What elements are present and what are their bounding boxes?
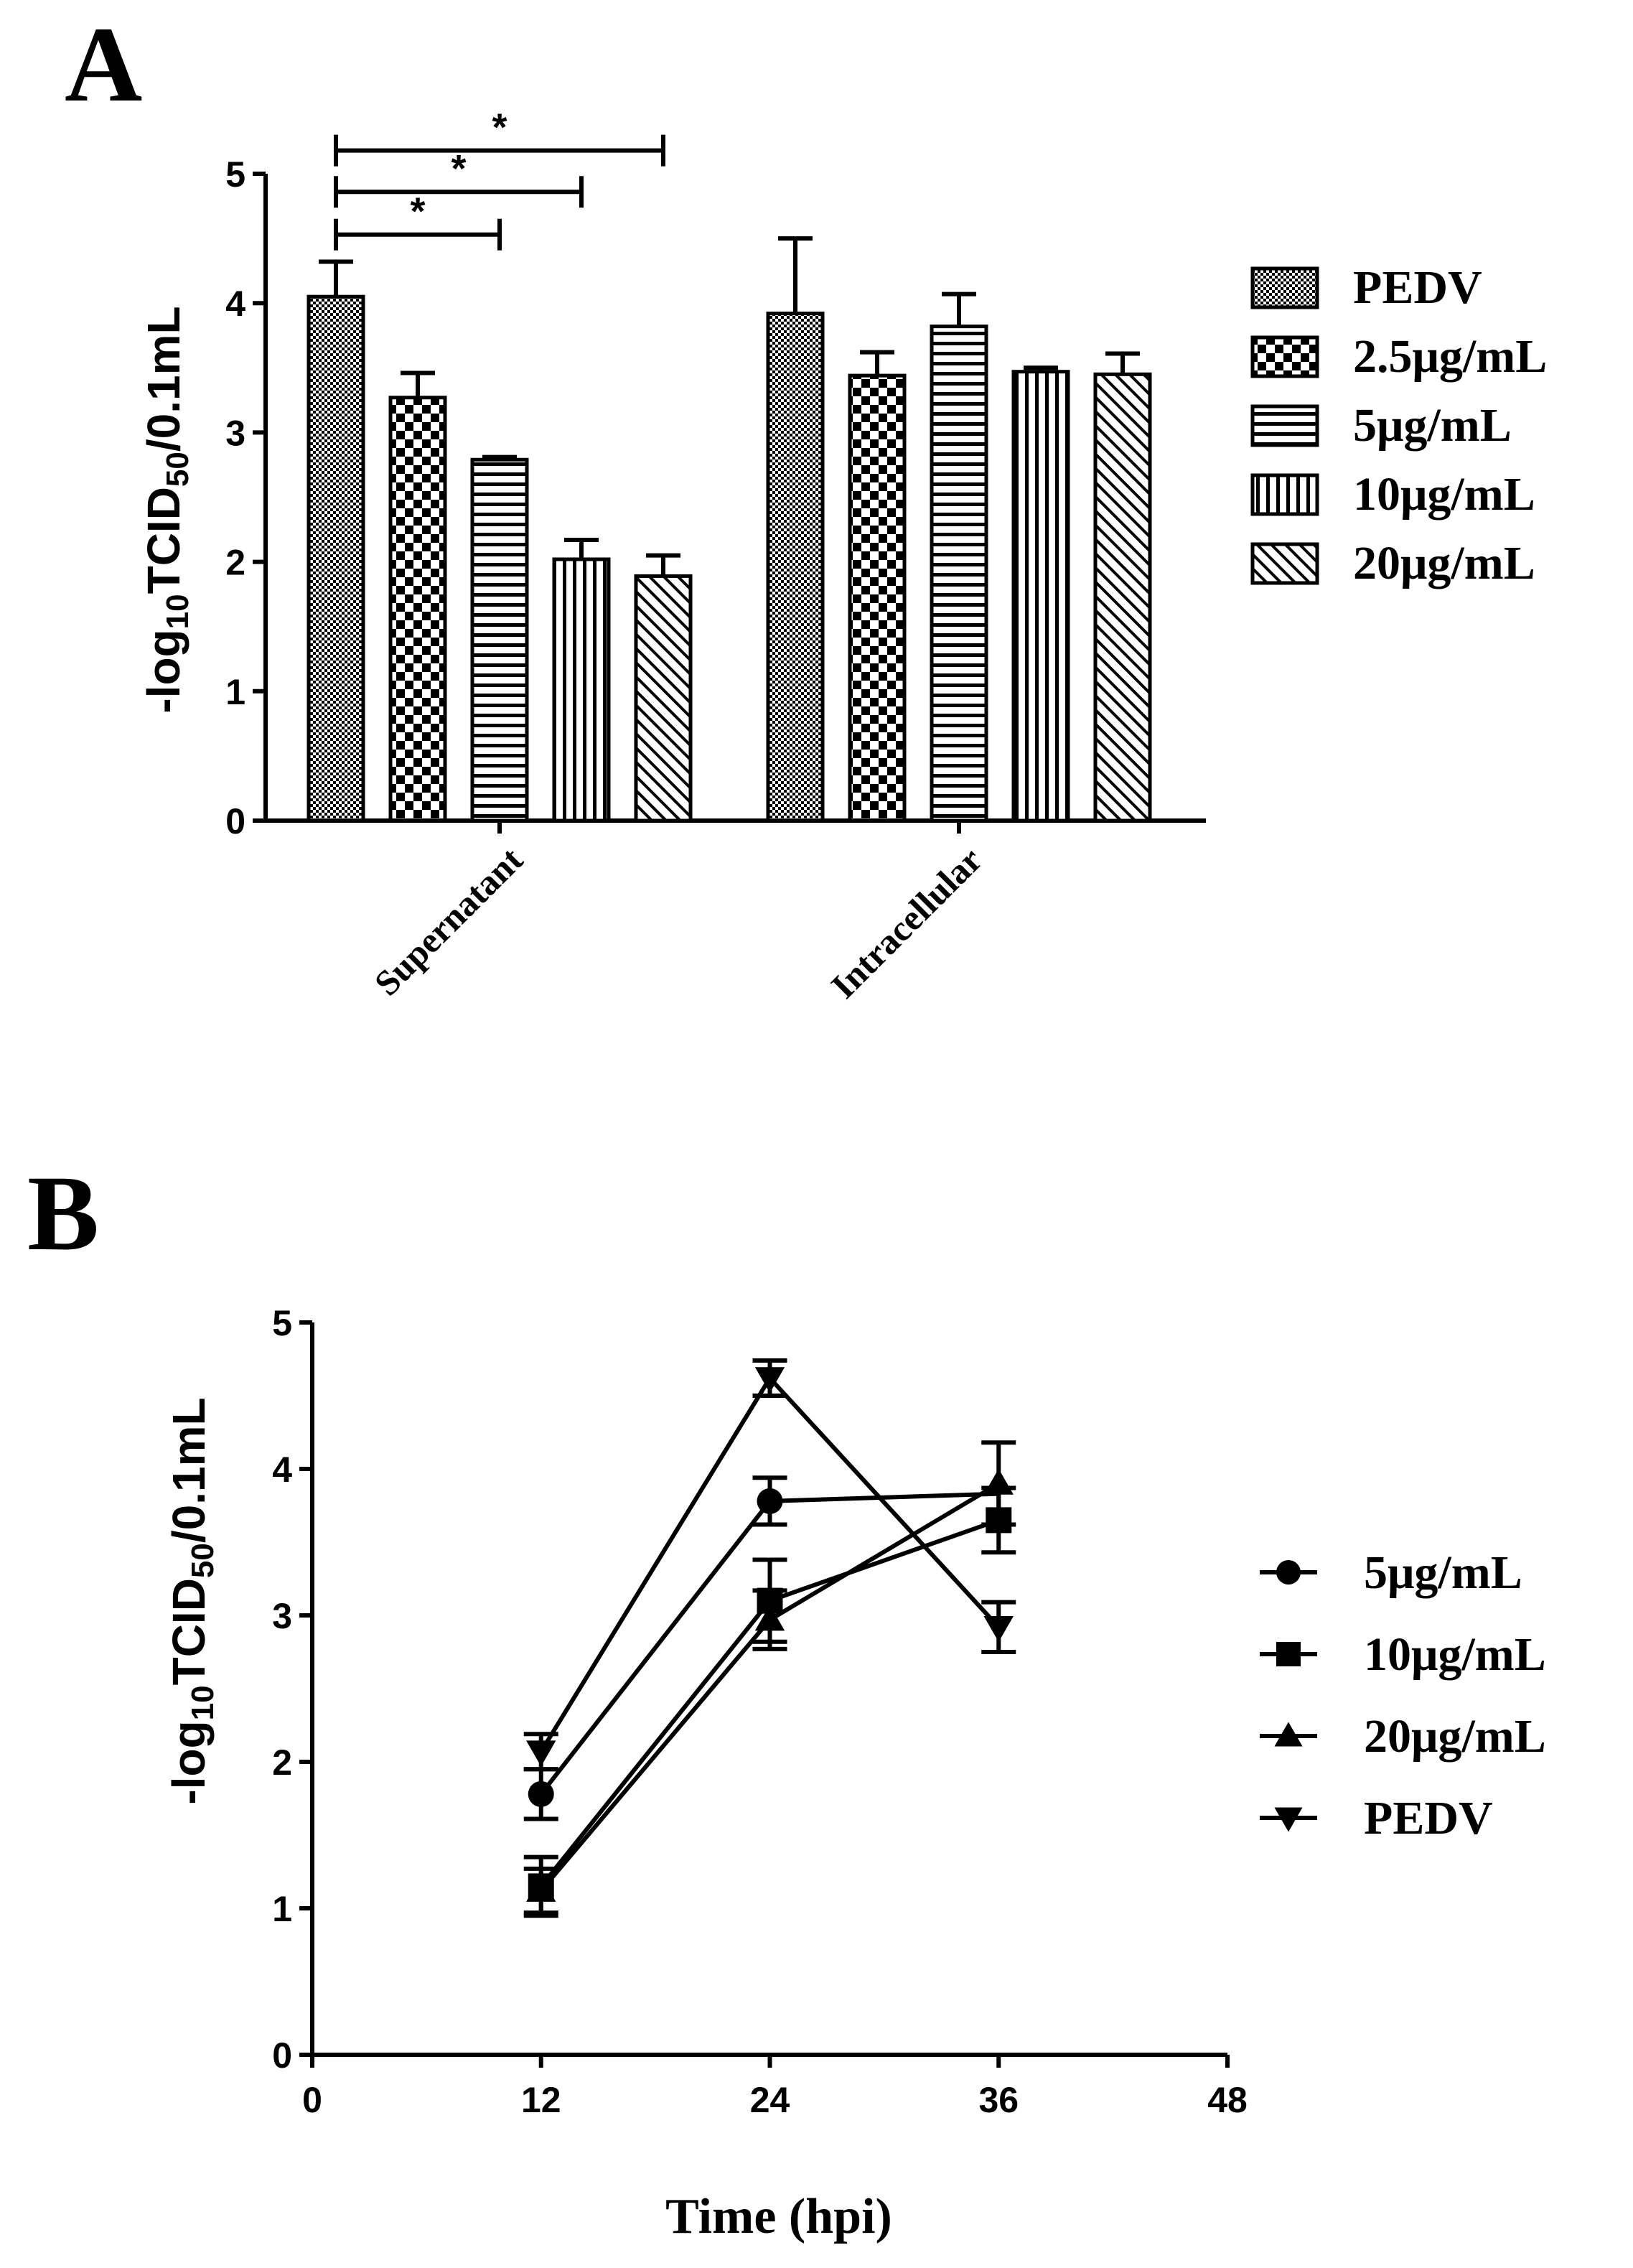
- legend-swatch-20ug-ml: [1250, 542, 1319, 585]
- legend-swatch-10ug-ml: [1250, 473, 1319, 516]
- legend-label-pedv: PEDV: [1364, 1792, 1493, 1844]
- panel-a-y-tick-label: 2: [225, 543, 245, 583]
- legend-label-pedv: PEDV: [1353, 261, 1482, 314]
- panel-a-y-tick-label: 4: [225, 284, 245, 324]
- legend-label-20ug-ml: 20μg/mL: [1353, 537, 1535, 589]
- panel-a-letter: A: [65, 5, 142, 124]
- panel-a-y-tick-label: 5: [225, 154, 245, 195]
- bar-supernatant-2-5ug-ml: [388, 396, 447, 823]
- panel-b-x-tick-label: 12: [521, 2080, 561, 2120]
- panel-b-x-axis-label: Time (hpi): [665, 2189, 892, 2244]
- panel-b-y-tick-label: 2: [272, 1742, 292, 1783]
- panel-a-y-tick-label: 3: [225, 413, 245, 453]
- significance-star: *: [492, 106, 507, 149]
- category-label-intracellular: Intracellular: [823, 839, 990, 1006]
- bar-intracellular-pedv: [766, 312, 825, 823]
- panel-a-y-tick-label: 1: [225, 672, 245, 712]
- panel-b-y-tick-label: 3: [272, 1596, 292, 1636]
- legend-label-20ug-ml: 20μg/mL: [1364, 1710, 1546, 1763]
- legend-marker-5ug-ml: [1276, 1560, 1301, 1585]
- panel-b-x-tick-label: 0: [302, 2080, 322, 2120]
- bar-supernatant-5ug-ml: [470, 457, 529, 823]
- bar-intracellular-5ug-ml: [930, 325, 988, 823]
- bar-intracellular-2-5ug-ml: [848, 373, 907, 823]
- legend-label-2-5ug-ml: 2.5μg/mL: [1353, 330, 1547, 383]
- legend-label-10ug-ml: 10μg/mL: [1364, 1628, 1546, 1681]
- significance-star: *: [410, 190, 425, 233]
- data-point-5ug-ml: [757, 1488, 783, 1514]
- bar-chart-panel-a: -log10TCID50/0.1mL 0 1 2 3 4 5 Supernatant Intr…: [138, 106, 1547, 1007]
- data-point-20ug-ml: [526, 1875, 556, 1902]
- data-point-pedv: [526, 1740, 556, 1767]
- panel-b-y-tick-label: 1: [272, 1889, 292, 1929]
- bar-supernatant-pedv: [307, 294, 365, 823]
- series-line-5ug-ml: [539, 1500, 772, 1796]
- significance-star: *: [451, 147, 466, 190]
- legend-marker-10ug-ml: [1276, 1642, 1301, 1666]
- legend-marker-pedv: [1274, 1807, 1303, 1832]
- panel-b-y-tick-label: 4: [272, 1450, 292, 1490]
- bar-intracellular-20ug-ml: [1093, 372, 1152, 823]
- panel-b-y-tick-label: 5: [272, 1303, 292, 1343]
- data-point-20ug-ml: [983, 1468, 1014, 1495]
- legend-label-5ug-ml: 5μg/mL: [1364, 1546, 1522, 1599]
- legend-label-10ug-ml: 10μg/mL: [1353, 468, 1535, 521]
- panel-b-x-tick-label: 48: [1207, 2080, 1248, 2120]
- panel-b-x-tick-label: 36: [978, 2080, 1019, 2120]
- category-label-supernatant: Supernatant: [367, 839, 530, 1003]
- data-point-pedv: [754, 1367, 785, 1394]
- data-point-20ug-ml: [754, 1605, 785, 1631]
- bar-supernatant-20ug-ml: [634, 574, 693, 823]
- panel-b-letter: B: [27, 1154, 99, 1273]
- legend-marker-20ug-ml: [1274, 1722, 1303, 1747]
- legend-swatch-5ug-ml: [1250, 404, 1319, 447]
- panel-b-y-axis-label: -log10TCID50/0.1mL: [163, 1397, 220, 1804]
- panel-b-x-tick-label: 24: [750, 2080, 790, 2120]
- bar-intracellular-10ug-ml: [1011, 370, 1070, 823]
- data-point-pedv: [983, 1616, 1014, 1643]
- series-line-5ug-ml: [769, 1491, 999, 1503]
- data-point-5ug-ml: [528, 1781, 554, 1807]
- panel-a-y-tick-label: 0: [225, 801, 245, 841]
- legend-swatch-pedv: [1250, 266, 1319, 309]
- legend-swatch-2-5ug-ml: [1250, 335, 1319, 378]
- panel-a-y-axis-label: -log10TCID50/0.1mL: [138, 306, 195, 713]
- panel-b-y-tick-label: 0: [272, 2035, 292, 2076]
- bar-supernatant-10ug-ml: [552, 557, 611, 823]
- legend-label-5ug-ml: 5μg/mL: [1353, 399, 1512, 452]
